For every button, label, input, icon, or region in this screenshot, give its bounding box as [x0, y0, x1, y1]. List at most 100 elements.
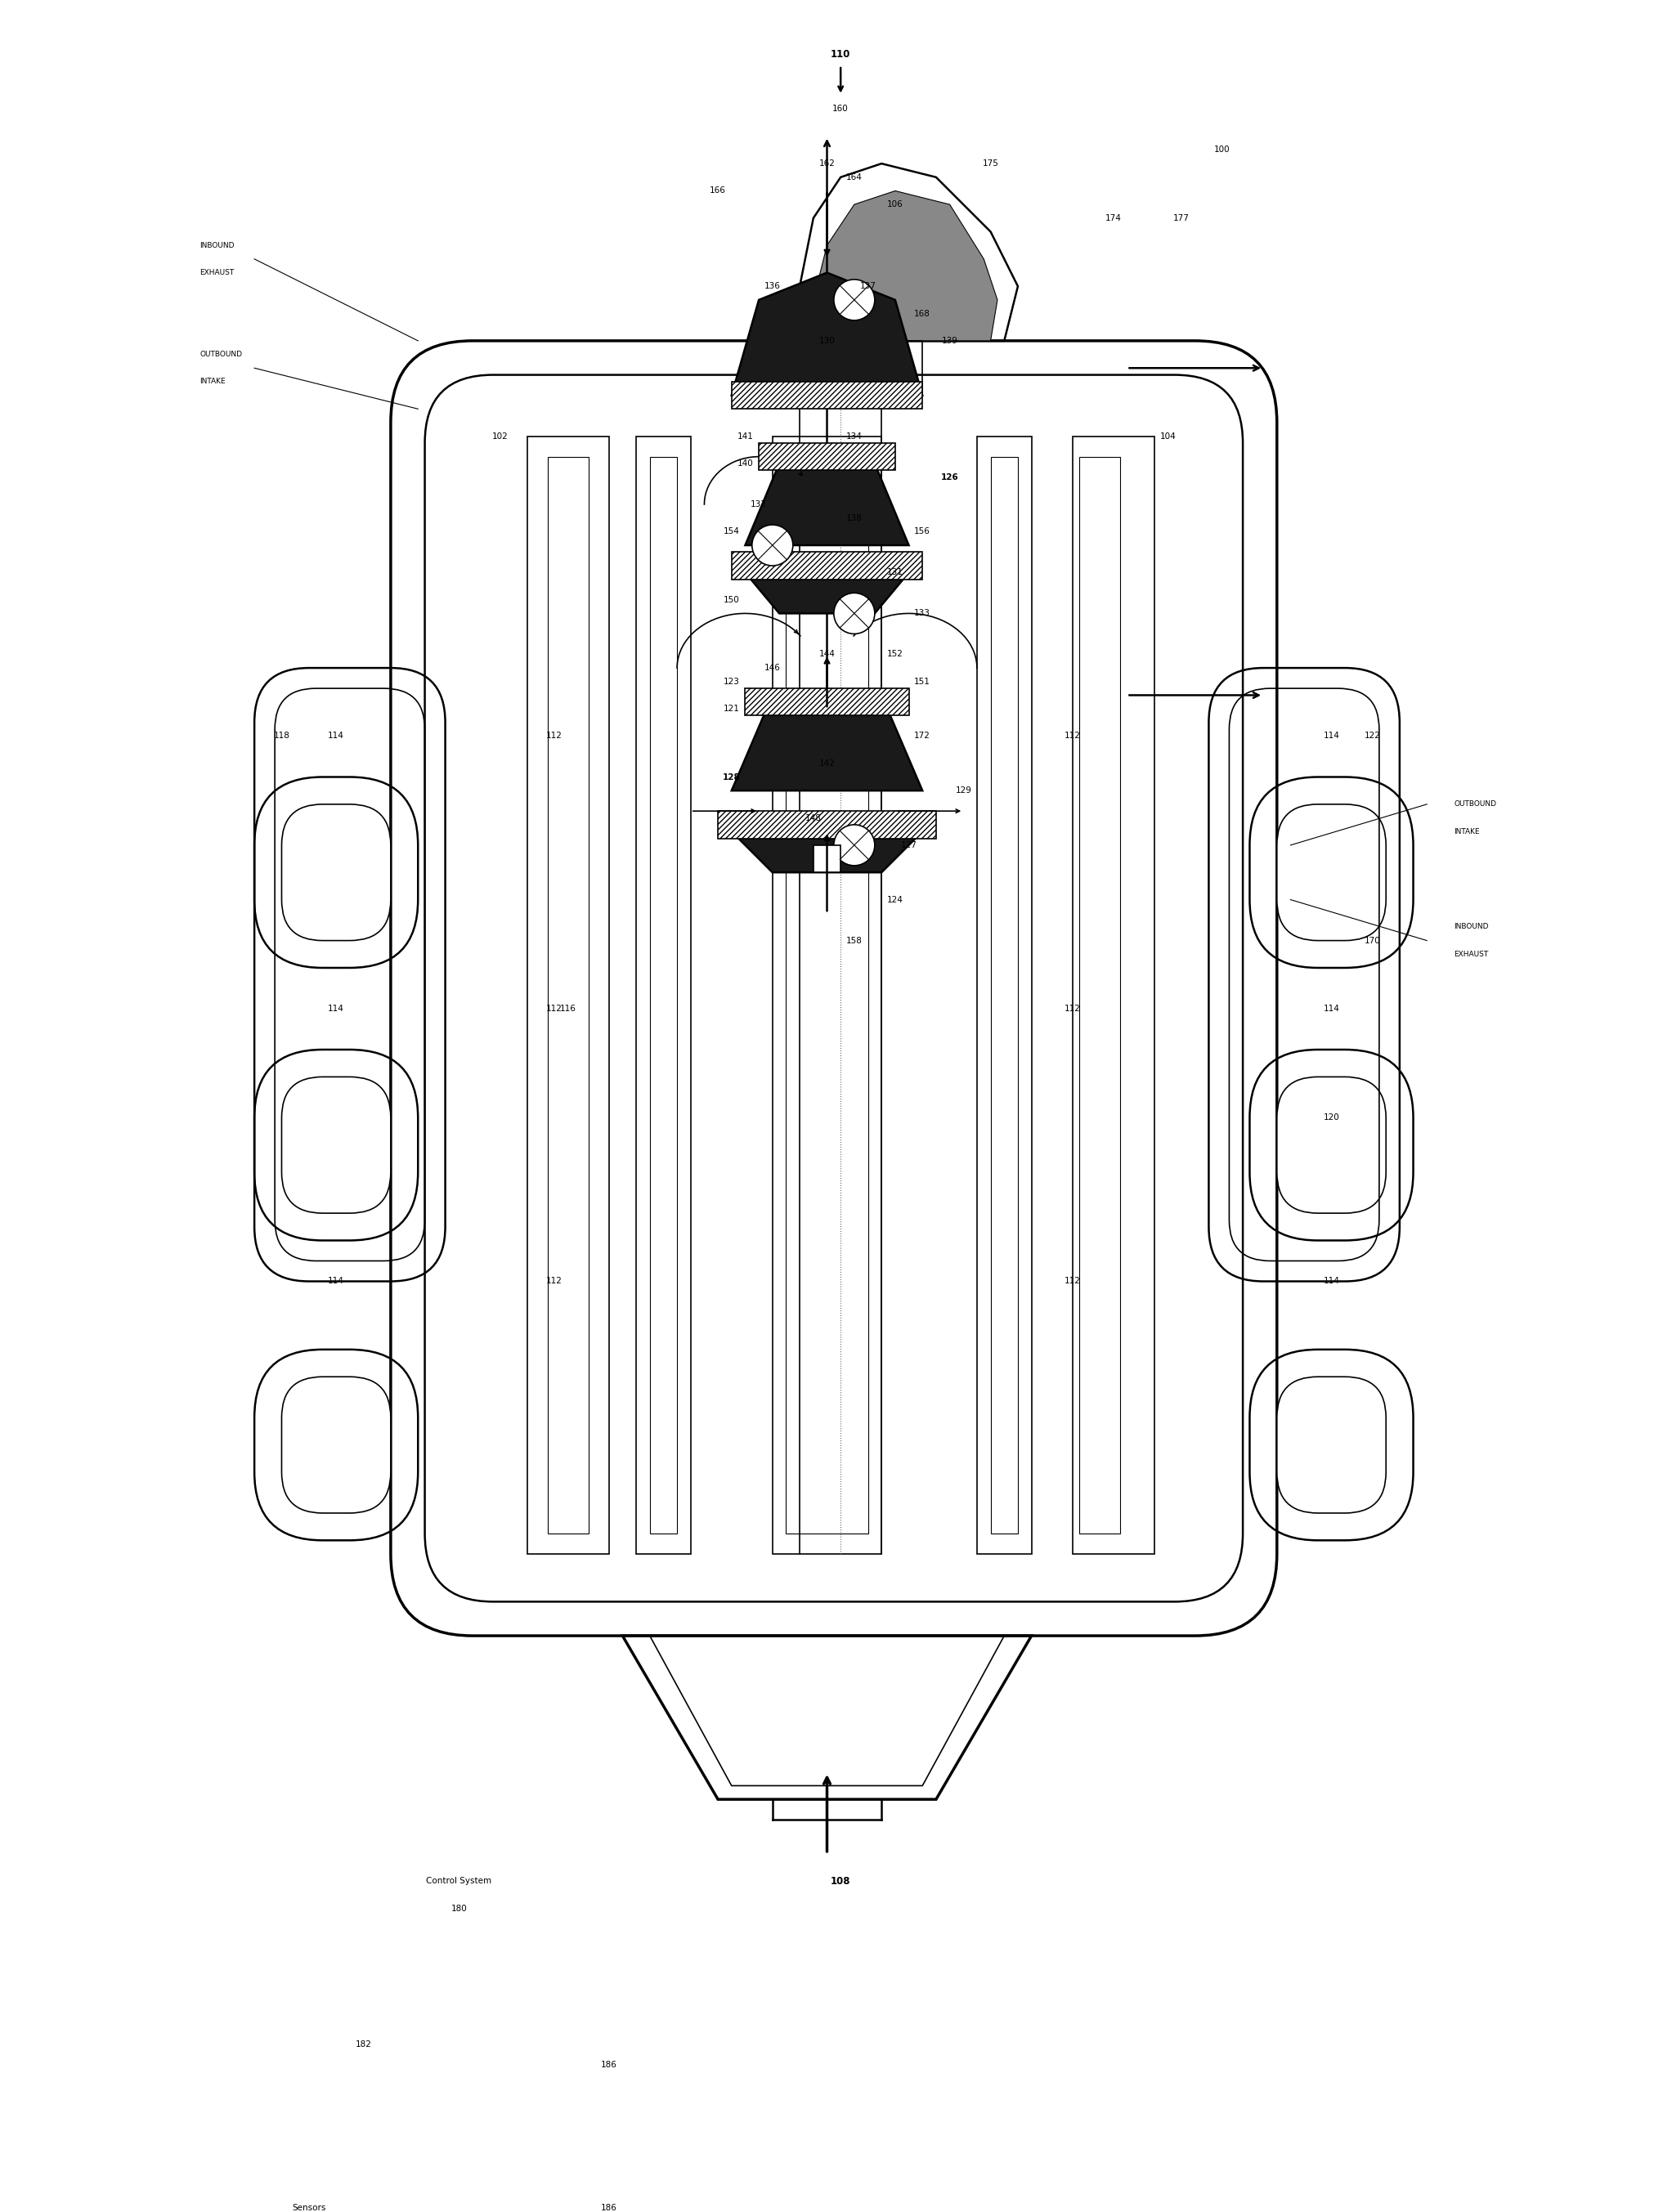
FancyBboxPatch shape [281, 1077, 390, 1212]
Text: 121: 121 [723, 706, 739, 712]
FancyBboxPatch shape [281, 805, 390, 940]
Bar [759, 442, 895, 471]
Text: 150: 150 [723, 595, 739, 604]
Text: 120: 120 [1323, 1113, 1340, 1121]
Text: 106: 106 [887, 201, 903, 208]
Text: 156: 156 [915, 526, 931, 535]
Text: 114: 114 [1323, 1276, 1340, 1285]
Text: 114: 114 [327, 1004, 344, 1013]
Text: 112: 112 [1064, 1004, 1080, 1013]
FancyBboxPatch shape [1250, 776, 1413, 969]
Text: 128: 128 [723, 772, 741, 781]
Text: 122: 122 [1365, 732, 1381, 741]
Text: 114: 114 [1323, 732, 1340, 741]
Polygon shape [731, 832, 923, 872]
Polygon shape [731, 695, 923, 790]
Text: OUTBOUND: OUTBOUND [200, 352, 243, 358]
FancyBboxPatch shape [1277, 1376, 1386, 1513]
Text: 139: 139 [941, 336, 958, 345]
Polygon shape [746, 573, 908, 613]
Text: 132: 132 [751, 500, 767, 509]
Text: 138: 138 [847, 513, 862, 522]
FancyBboxPatch shape [255, 1349, 418, 1540]
FancyBboxPatch shape [1277, 805, 1386, 940]
Text: 151: 151 [915, 677, 931, 686]
Text: 164: 164 [847, 173, 862, 181]
Text: 110: 110 [830, 49, 850, 60]
Text: 158: 158 [847, 936, 862, 945]
Text: 112: 112 [1064, 732, 1080, 741]
Text: 154: 154 [723, 526, 739, 535]
Bar [746, 688, 908, 717]
Text: EXHAUST: EXHAUST [200, 270, 235, 276]
Text: Sensors: Sensors [293, 2203, 326, 2212]
Text: 162: 162 [819, 159, 835, 168]
Text: 130: 130 [819, 336, 835, 345]
Bar [718, 812, 936, 838]
Text: INTAKE: INTAKE [1454, 827, 1480, 836]
Text: INTAKE: INTAKE [200, 378, 225, 385]
Text: 131: 131 [887, 568, 903, 577]
Text: 114: 114 [1323, 1004, 1340, 1013]
Text: 134: 134 [847, 431, 862, 440]
Bar [779, 327, 901, 367]
Bar [731, 553, 923, 580]
Text: EXHAUST: EXHAUST [1454, 951, 1489, 958]
Text: 142: 142 [819, 759, 835, 768]
Text: OUTBOUND: OUTBOUND [1454, 801, 1497, 807]
Text: 144: 144 [819, 650, 835, 659]
Text: 124: 124 [887, 896, 903, 905]
Circle shape [834, 825, 875, 865]
FancyBboxPatch shape [1250, 1349, 1413, 1540]
Text: 174: 174 [1105, 215, 1121, 221]
FancyBboxPatch shape [281, 1376, 390, 1513]
Text: 177: 177 [1173, 215, 1189, 221]
Text: 133: 133 [915, 608, 931, 617]
Bar [814, 845, 840, 872]
Text: 170: 170 [1365, 936, 1381, 945]
Polygon shape [746, 465, 908, 544]
Text: 112: 112 [546, 1004, 562, 1013]
Text: 123: 123 [723, 677, 739, 686]
Text: 168: 168 [915, 310, 931, 319]
Text: 104: 104 [1159, 431, 1176, 440]
Text: 141: 141 [738, 431, 753, 440]
Text: 112: 112 [1064, 1276, 1080, 1285]
Text: 112: 112 [546, 732, 562, 741]
Text: 114: 114 [327, 732, 344, 741]
Text: 126: 126 [941, 473, 959, 482]
Text: 127: 127 [901, 841, 916, 849]
Circle shape [834, 593, 875, 635]
Circle shape [834, 279, 875, 321]
Text: 182: 182 [356, 2042, 372, 2048]
Text: 102: 102 [491, 431, 508, 440]
Text: 175: 175 [982, 159, 999, 168]
Polygon shape [807, 190, 997, 341]
Text: 186: 186 [600, 2062, 617, 2068]
Text: 136: 136 [764, 283, 781, 290]
FancyBboxPatch shape [255, 1051, 418, 1241]
Text: 166: 166 [710, 186, 726, 195]
Text: 180: 180 [452, 1905, 466, 1913]
Text: INBOUND: INBOUND [200, 241, 235, 250]
Text: Control System: Control System [427, 1878, 491, 1885]
Text: 108: 108 [830, 1876, 850, 1887]
Text: 114: 114 [327, 1276, 344, 1285]
Text: 152: 152 [887, 650, 903, 659]
Text: 160: 160 [832, 104, 849, 113]
FancyBboxPatch shape [1250, 1051, 1413, 1241]
Text: 186: 186 [600, 2203, 617, 2212]
Text: 118: 118 [273, 732, 289, 741]
Text: 172: 172 [915, 732, 931, 741]
Text: 146: 146 [764, 664, 781, 672]
Text: 140: 140 [738, 460, 753, 467]
Text: 116: 116 [559, 1004, 576, 1013]
FancyBboxPatch shape [1277, 1077, 1386, 1212]
FancyBboxPatch shape [255, 776, 418, 969]
Text: 100: 100 [1214, 146, 1231, 155]
Polygon shape [731, 272, 923, 396]
Text: 112: 112 [546, 1276, 562, 1285]
Text: 129: 129 [956, 787, 971, 794]
Text: 148: 148 [805, 814, 822, 823]
Text: INBOUND: INBOUND [1454, 922, 1489, 931]
